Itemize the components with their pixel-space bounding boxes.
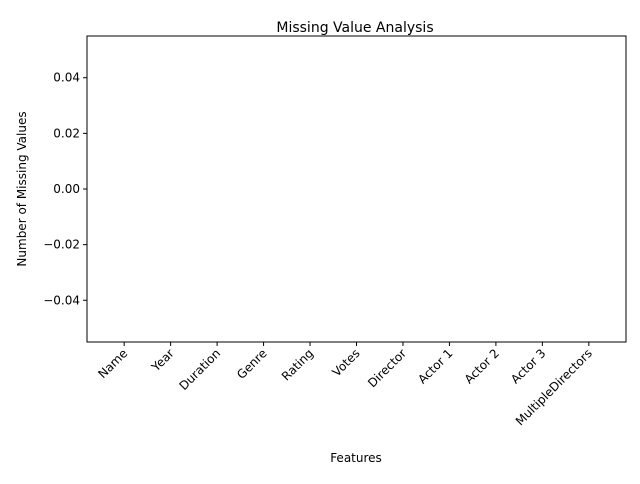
x-tick-label: Actor 3 [508,346,548,386]
x-axis-ticks: Name Year Duration Genre Rating Votes Director… [95,342,595,428]
x-tick-label: Name [95,346,130,381]
y-tick-label: −0.04 [43,293,80,307]
x-tick-label: Year [148,346,177,375]
chart-title: Missing Value Analysis [276,20,433,36]
x-tick-label: Director [365,346,409,390]
x-tick-label: Genre [234,346,270,382]
y-tick-label: 0.04 [53,71,80,85]
x-tick-label: Votes [329,346,362,379]
y-axis-label: Number of Missing Values [15,111,29,266]
x-tick-label: Duration [176,346,223,393]
y-tick-label: 0.00 [53,182,80,196]
y-axis-ticks: 0.04 0.02 0.00 −0.02 −0.04 [43,71,87,307]
x-tick-label: Rating [279,346,316,383]
x-axis-label: Features [330,451,382,465]
y-tick-label: −0.02 [43,238,80,252]
x-tick-label: Actor 2 [462,346,502,386]
plot-frame [86,35,627,343]
y-tick-label: 0.02 [53,126,80,140]
x-tick-label: Actor 1 [415,346,455,386]
